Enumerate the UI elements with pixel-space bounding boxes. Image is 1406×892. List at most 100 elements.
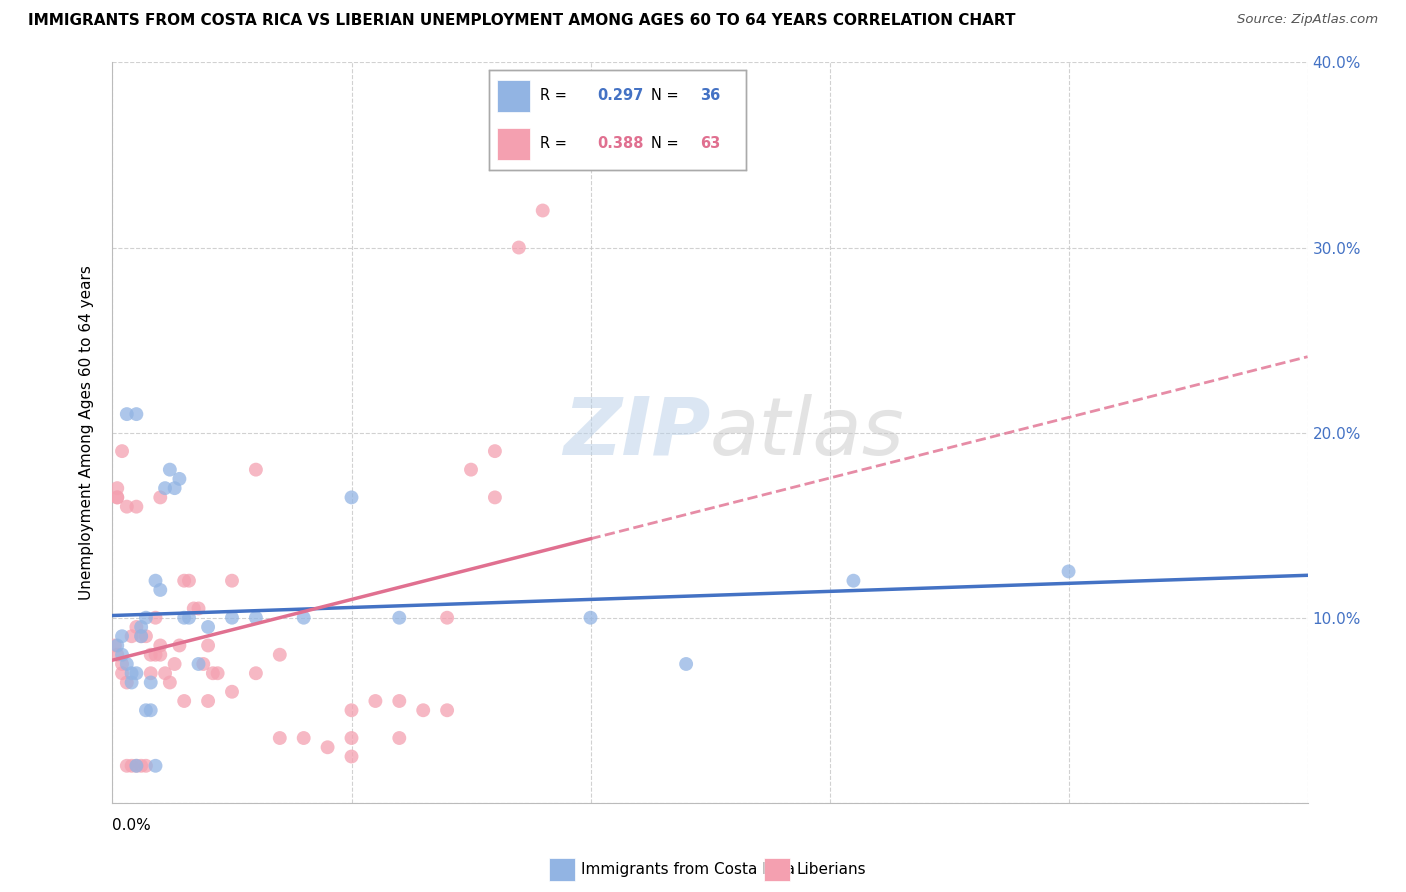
Point [269,648,291,662]
Point [111,648,134,662]
Point [245,666,267,681]
Point [125,620,148,634]
Point [201,666,224,681]
Point [159,462,181,476]
Point [139,648,162,662]
Point [364,694,387,708]
Point [193,657,215,671]
Point [531,203,554,218]
Point [484,491,506,505]
Point [139,703,162,717]
Point [125,500,148,514]
Point [340,749,363,764]
Point [436,610,458,624]
Point [145,648,167,662]
Point [125,407,148,421]
Point [316,740,339,755]
Point [187,657,209,671]
Point [135,758,157,772]
Point [125,666,148,681]
Text: Liberians: Liberians [796,862,866,877]
Point [163,657,186,671]
Point [183,601,205,615]
Point [135,703,157,717]
Point [105,639,128,653]
Point [145,758,167,772]
Point [842,574,865,588]
Point [221,574,243,588]
Point [197,694,219,708]
Point [135,610,157,624]
Point [121,629,143,643]
Point [340,731,363,745]
Point [245,462,267,476]
Point [1057,565,1080,579]
Point [675,657,697,671]
Point [159,675,181,690]
Point [129,629,152,643]
Point [135,629,157,643]
Point [149,582,172,597]
Point [125,758,148,772]
Point [484,444,506,458]
Point [388,731,411,745]
Point [121,666,143,681]
Point [104,639,127,653]
Point [105,491,128,505]
Point [111,666,134,681]
Point [197,639,219,653]
Point [115,675,138,690]
Point [115,758,138,772]
Point [412,703,434,717]
Point [292,610,315,624]
Point [121,758,143,772]
Point [111,444,134,458]
Point [173,610,195,624]
Point [149,639,172,653]
Point [508,240,530,255]
Point [177,574,200,588]
Text: 0.0%: 0.0% [112,818,152,832]
Text: IMMIGRANTS FROM COSTA RICA VS LIBERIAN UNEMPLOYMENT AMONG AGES 60 TO 64 YEARS CO: IMMIGRANTS FROM COSTA RICA VS LIBERIAN U… [28,13,1015,29]
FancyBboxPatch shape [763,858,790,880]
Point [207,666,229,681]
Point [245,610,267,624]
Point [139,666,162,681]
Point [163,481,186,495]
Point [125,758,148,772]
FancyBboxPatch shape [548,858,575,880]
Point [153,666,176,681]
Text: ZIP: ZIP [562,393,710,472]
Point [145,574,167,588]
Point [221,685,243,699]
Point [221,610,243,624]
Point [269,731,291,745]
Point [187,601,209,615]
Point [149,491,172,505]
Point [111,657,134,671]
Point [111,629,134,643]
Point [340,703,363,717]
Point [153,481,176,495]
Point [139,675,162,690]
Point [579,610,602,624]
Point [388,610,411,624]
Point [173,574,195,588]
Point [388,694,411,708]
Point [292,731,315,745]
Point [177,610,200,624]
Text: Source: ZipAtlas.com: Source: ZipAtlas.com [1237,13,1378,27]
Point [115,657,138,671]
Point [460,462,482,476]
Point [129,758,152,772]
Point [121,675,143,690]
Text: Immigrants from Costa Rica: Immigrants from Costa Rica [581,862,794,877]
Point [105,491,128,505]
Point [129,620,152,634]
Text: atlas: atlas [710,393,905,472]
Point [173,694,195,708]
Point [115,500,138,514]
Point [197,620,219,634]
Point [340,491,363,505]
Point [115,407,138,421]
